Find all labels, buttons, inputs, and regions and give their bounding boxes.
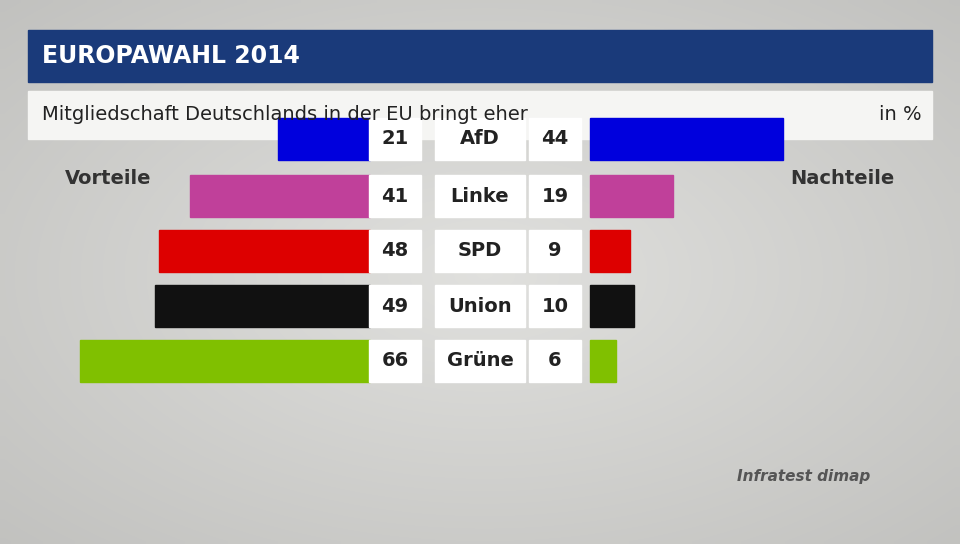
Text: 49: 49 xyxy=(381,296,409,316)
Bar xyxy=(590,230,630,272)
Text: Nachteile: Nachteile xyxy=(791,169,895,188)
Bar xyxy=(369,118,421,160)
Text: 6: 6 xyxy=(548,351,562,370)
Text: EUROPAWAHL 2014: EUROPAWAHL 2014 xyxy=(42,44,300,68)
Text: Infratest dimap: Infratest dimap xyxy=(736,469,870,484)
Bar xyxy=(369,175,421,217)
Bar xyxy=(369,285,421,327)
Text: Union: Union xyxy=(448,296,512,316)
Text: 48: 48 xyxy=(381,242,409,261)
Bar xyxy=(435,285,525,327)
Bar xyxy=(529,118,581,160)
Bar xyxy=(28,30,932,82)
Bar xyxy=(590,340,616,382)
Bar xyxy=(369,230,421,272)
Text: SPD: SPD xyxy=(458,242,502,261)
Bar xyxy=(590,175,674,217)
Bar xyxy=(590,118,783,160)
Text: Grüne: Grüne xyxy=(446,351,514,370)
Text: 19: 19 xyxy=(541,187,568,206)
Text: 9: 9 xyxy=(548,242,562,261)
Text: 41: 41 xyxy=(381,187,409,206)
Bar xyxy=(277,118,370,160)
Bar xyxy=(80,340,370,382)
Text: Vorteile: Vorteile xyxy=(65,169,152,188)
Bar xyxy=(529,175,581,217)
Text: Linke: Linke xyxy=(450,187,510,206)
Bar xyxy=(529,285,581,327)
Text: Mitgliedschaft Deutschlands in der EU bringt eher: Mitgliedschaft Deutschlands in der EU br… xyxy=(42,106,528,125)
Bar xyxy=(435,230,525,272)
Text: 21: 21 xyxy=(381,129,409,149)
Text: 66: 66 xyxy=(381,351,409,370)
Bar xyxy=(590,285,634,327)
Bar xyxy=(155,285,370,327)
Bar xyxy=(435,175,525,217)
Bar xyxy=(369,340,421,382)
Bar xyxy=(435,118,525,160)
Text: 44: 44 xyxy=(541,129,568,149)
Bar xyxy=(529,230,581,272)
Bar xyxy=(159,230,370,272)
Text: 10: 10 xyxy=(541,296,568,316)
Bar xyxy=(435,340,525,382)
Bar xyxy=(190,175,370,217)
Bar xyxy=(28,91,932,139)
Text: in %: in % xyxy=(879,106,922,125)
Text: AfD: AfD xyxy=(460,129,500,149)
Bar xyxy=(529,340,581,382)
